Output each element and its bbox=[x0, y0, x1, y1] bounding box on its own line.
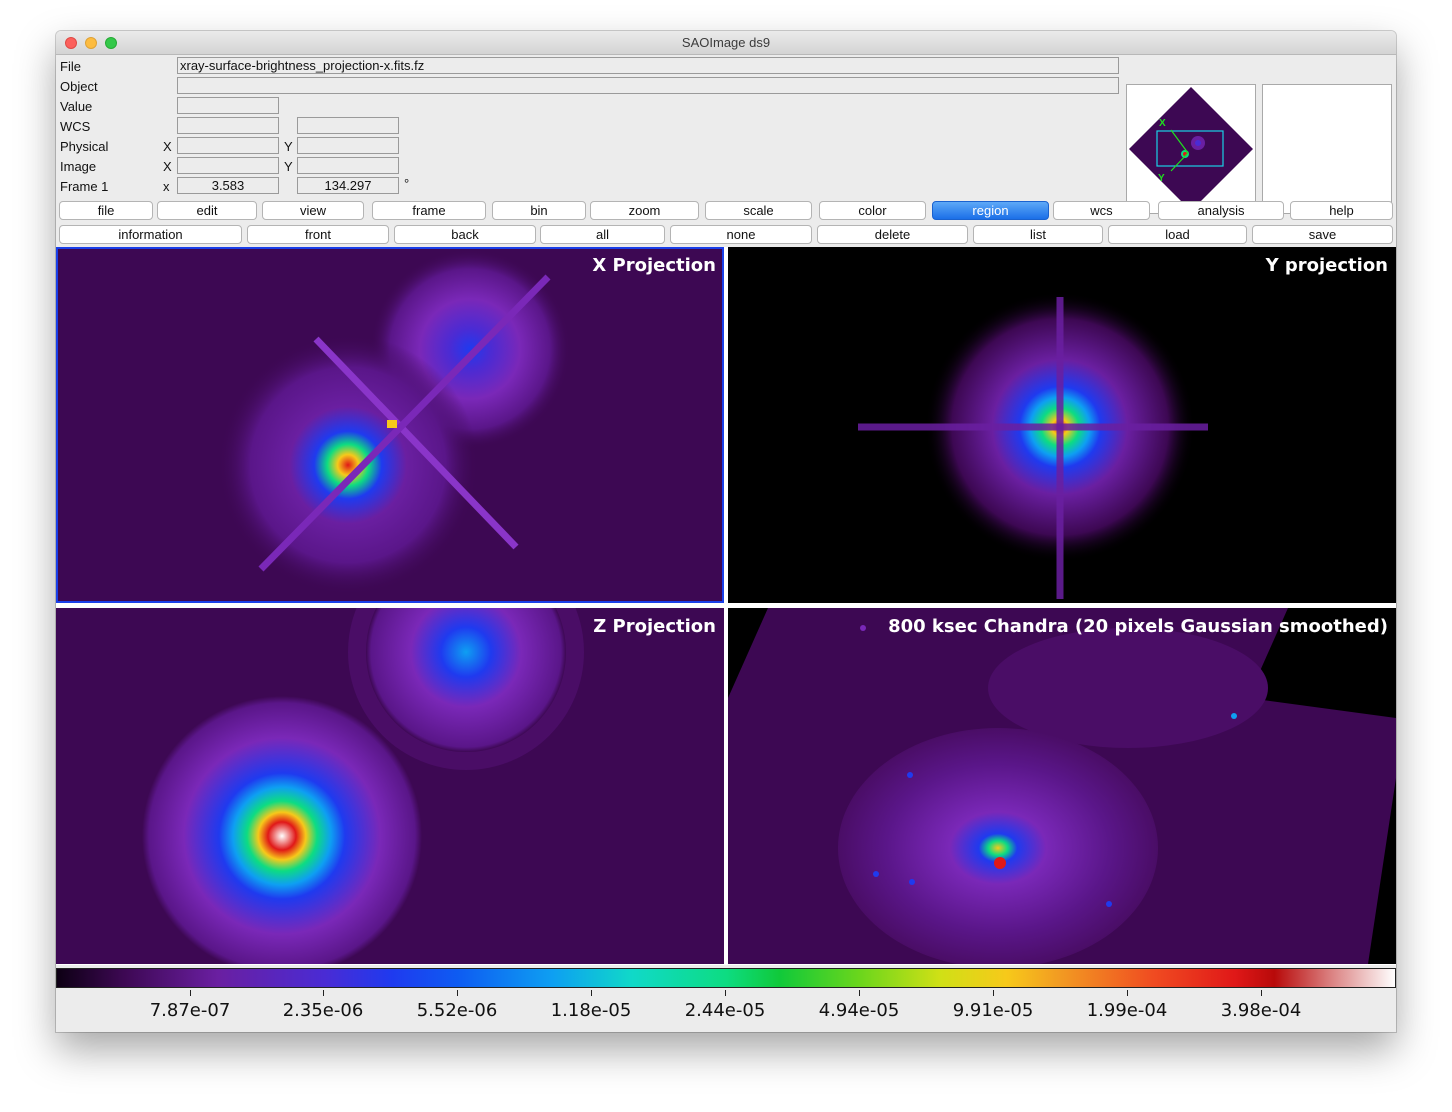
frame-y-projection[interactable]: Y projection bbox=[728, 247, 1396, 603]
panner-image: X Y bbox=[1129, 87, 1253, 211]
y-projection-image bbox=[858, 292, 1208, 599]
file-label: File bbox=[60, 59, 81, 74]
region-list-button[interactable]: list bbox=[973, 225, 1103, 244]
analysis-button[interactable]: analysis bbox=[1158, 201, 1284, 220]
wcs-button[interactable]: wcs bbox=[1053, 201, 1150, 220]
image-y-field[interactable] bbox=[297, 157, 399, 174]
frame-x-label: x bbox=[163, 179, 170, 194]
image-x-label: X bbox=[163, 159, 172, 174]
magnifier bbox=[1262, 84, 1392, 214]
file-field[interactable]: xray-surface-brightness_projection-x.fit… bbox=[177, 57, 1119, 74]
menu-button-bar: file edit view frame bin zoom scale colo… bbox=[56, 200, 1396, 222]
frame-z-projection[interactable]: Z Projection bbox=[56, 608, 724, 964]
region-save-button[interactable]: save bbox=[1252, 225, 1393, 244]
info-panel: File xray-surface-brightness_projection-… bbox=[56, 55, 1396, 214]
colorbar-tick bbox=[190, 990, 191, 996]
colorbar-label: 9.91e-05 bbox=[952, 1000, 1034, 1021]
x-projection-title: X Projection bbox=[592, 255, 716, 276]
region-delete-button[interactable]: delete bbox=[817, 225, 968, 244]
ds9-window: SAOImage ds9 File xray-surface-brightnes… bbox=[56, 31, 1396, 1032]
z-projection-image bbox=[142, 608, 584, 964]
frame-angle-field[interactable]: 134.297 bbox=[297, 177, 399, 194]
colorbar-labels: 7.87e-07 2.35e-06 5.52e-06 1.18e-05 2.44… bbox=[56, 990, 1396, 1030]
colorbar-tick bbox=[725, 990, 726, 996]
file-button[interactable]: file bbox=[59, 201, 153, 220]
image-x-field[interactable] bbox=[177, 157, 279, 174]
wcs-y-field[interactable] bbox=[297, 117, 399, 134]
scale-button[interactable]: scale bbox=[705, 201, 812, 220]
colorbar-label: 2.35e-06 bbox=[282, 1000, 364, 1021]
panner-y-axis-label: Y bbox=[1158, 173, 1165, 184]
color-button[interactable]: color bbox=[819, 201, 926, 220]
window-title: SAOImage ds9 bbox=[681, 35, 771, 50]
region-all-button[interactable]: all bbox=[540, 225, 665, 244]
region-load-button[interactable]: load bbox=[1108, 225, 1247, 244]
frames-area: X Projection bbox=[56, 247, 1396, 965]
close-window-button[interactable] bbox=[65, 37, 77, 49]
minimize-window-button[interactable] bbox=[85, 37, 97, 49]
colorbar-label: 7.87e-07 bbox=[149, 1000, 231, 1021]
colorbar-label: 5.52e-06 bbox=[416, 1000, 498, 1021]
colorbar-tick bbox=[457, 990, 458, 996]
colorbar-label: 2.44e-05 bbox=[684, 1000, 766, 1021]
colorbar-tick bbox=[1127, 990, 1128, 996]
panner-x-axis-label: X bbox=[1159, 118, 1166, 129]
colorbar-label: 4.94e-05 bbox=[818, 1000, 900, 1021]
view-button[interactable]: view bbox=[262, 201, 364, 220]
physical-label: Physical bbox=[60, 139, 109, 154]
frame-chandra[interactable]: 800 ksec Chandra (20 pixels Gaussian smo… bbox=[728, 608, 1396, 964]
region-button[interactable]: region bbox=[932, 201, 1049, 220]
value-label: Value bbox=[60, 99, 93, 114]
colorbar-tick bbox=[323, 990, 324, 996]
frame-x-projection[interactable]: X Projection bbox=[56, 247, 724, 603]
object-field[interactable] bbox=[177, 77, 1119, 94]
chandra-title: 800 ksec Chandra (20 pixels Gaussian smo… bbox=[888, 616, 1388, 637]
colorbar-label: 1.99e-04 bbox=[1086, 1000, 1168, 1021]
value-field[interactable] bbox=[177, 97, 279, 114]
z-projection-title: Z Projection bbox=[593, 616, 716, 637]
region-front-button[interactable]: front bbox=[247, 225, 389, 244]
frame-label: Frame 1 bbox=[60, 179, 109, 194]
frame-zoom-field[interactable]: 3.583 bbox=[177, 177, 279, 194]
colorbar-tick bbox=[591, 990, 592, 996]
degree-symbol: ° bbox=[404, 176, 410, 191]
colorbar-tick bbox=[859, 990, 860, 996]
zoom-window-button[interactable] bbox=[105, 37, 117, 49]
object-label: Object bbox=[60, 79, 98, 94]
help-button[interactable]: help bbox=[1290, 201, 1393, 220]
colorbar-tick bbox=[1261, 990, 1262, 996]
region-none-button[interactable]: none bbox=[670, 225, 812, 244]
colorbar-label: 1.18e-05 bbox=[550, 1000, 632, 1021]
frame-button[interactable]: frame bbox=[372, 201, 486, 220]
x-projection-image bbox=[218, 249, 570, 595]
panner-view-box[interactable] bbox=[1156, 130, 1224, 167]
edit-button[interactable]: edit bbox=[157, 201, 257, 220]
chandra-image bbox=[728, 608, 1396, 964]
wcs-label: WCS bbox=[60, 119, 91, 134]
physical-x-label: X bbox=[163, 139, 172, 154]
physical-y-field[interactable] bbox=[297, 137, 399, 154]
physical-x-field[interactable] bbox=[177, 137, 279, 154]
region-information-button[interactable]: information bbox=[59, 225, 242, 244]
image-y-label: Y bbox=[284, 159, 293, 174]
colorbar-label: 3.98e-04 bbox=[1220, 1000, 1302, 1021]
colorbar[interactable] bbox=[56, 968, 1396, 988]
region-back-button[interactable]: back bbox=[394, 225, 536, 244]
zoom-button[interactable]: zoom bbox=[590, 201, 699, 220]
wcs-x-field[interactable] bbox=[177, 117, 279, 134]
physical-y-label: Y bbox=[284, 139, 293, 154]
title-bar: SAOImage ds9 bbox=[56, 31, 1396, 55]
panner[interactable]: X Y bbox=[1126, 84, 1256, 214]
image-label: Image bbox=[60, 159, 97, 174]
colorbar-tick bbox=[993, 990, 994, 996]
region-button-bar: information front back all none delete l… bbox=[56, 224, 1396, 246]
y-projection-title: Y projection bbox=[1265, 255, 1388, 276]
bin-button[interactable]: bin bbox=[492, 201, 586, 220]
